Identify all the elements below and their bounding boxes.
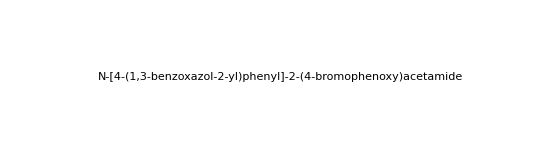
Text: N-[4-(1,3-benzoxazol-2-yl)phenyl]-2-(4-bromophenoxy)acetamide: N-[4-(1,3-benzoxazol-2-yl)phenyl]-2-(4-b… bbox=[98, 72, 464, 82]
